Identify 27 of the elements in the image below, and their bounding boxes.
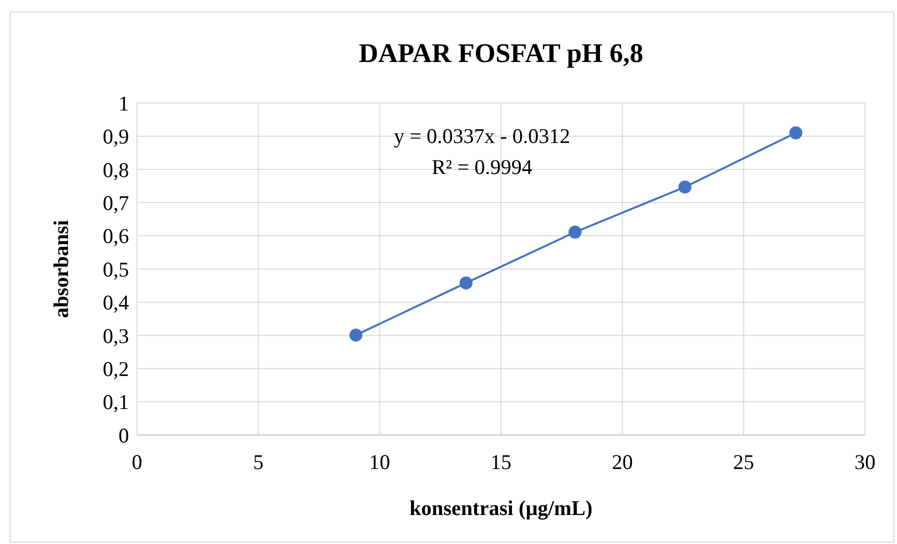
y-tick-label: 0,3 [102, 324, 129, 348]
point [460, 276, 473, 290]
x-tick-label: 25 [733, 450, 754, 474]
y-tick-label: 0,8 [102, 158, 129, 182]
y-tick-label: 0,9 [102, 124, 129, 149]
annotation: y = 0.0337x - 0.0312 [394, 124, 570, 148]
point [349, 328, 362, 342]
chart-title: DAPAR FOSFAT pH 6,8 [358, 38, 644, 68]
x-tick-label: 30 [854, 450, 876, 474]
y-tick-label: 1 [118, 91, 129, 116]
point [568, 226, 582, 239]
annotation: R² = 0.9994 [432, 155, 533, 179]
y-tick-label: 0,1 [102, 390, 129, 414]
y-tick-label: 0,4 [102, 290, 130, 315]
x-tick-label: 15 [490, 450, 512, 474]
point [789, 126, 802, 140]
y-axis-title: absorbansi [49, 220, 73, 318]
y-tick-label: 0 [118, 423, 129, 448]
x-axis-title: konsentrasi (µg/mL) [409, 496, 593, 520]
x-tick-label: 20 [612, 450, 633, 474]
x-tick-label: 5 [253, 450, 264, 474]
y-tick-label: 0,2 [102, 356, 129, 381]
y-tick-label: 0,7 [102, 190, 129, 215]
y-tick-label: 0,6 [102, 224, 129, 248]
x-tick-label: 10 [369, 450, 390, 474]
y-tick-label: 0,5 [102, 257, 129, 282]
point [678, 180, 692, 194]
